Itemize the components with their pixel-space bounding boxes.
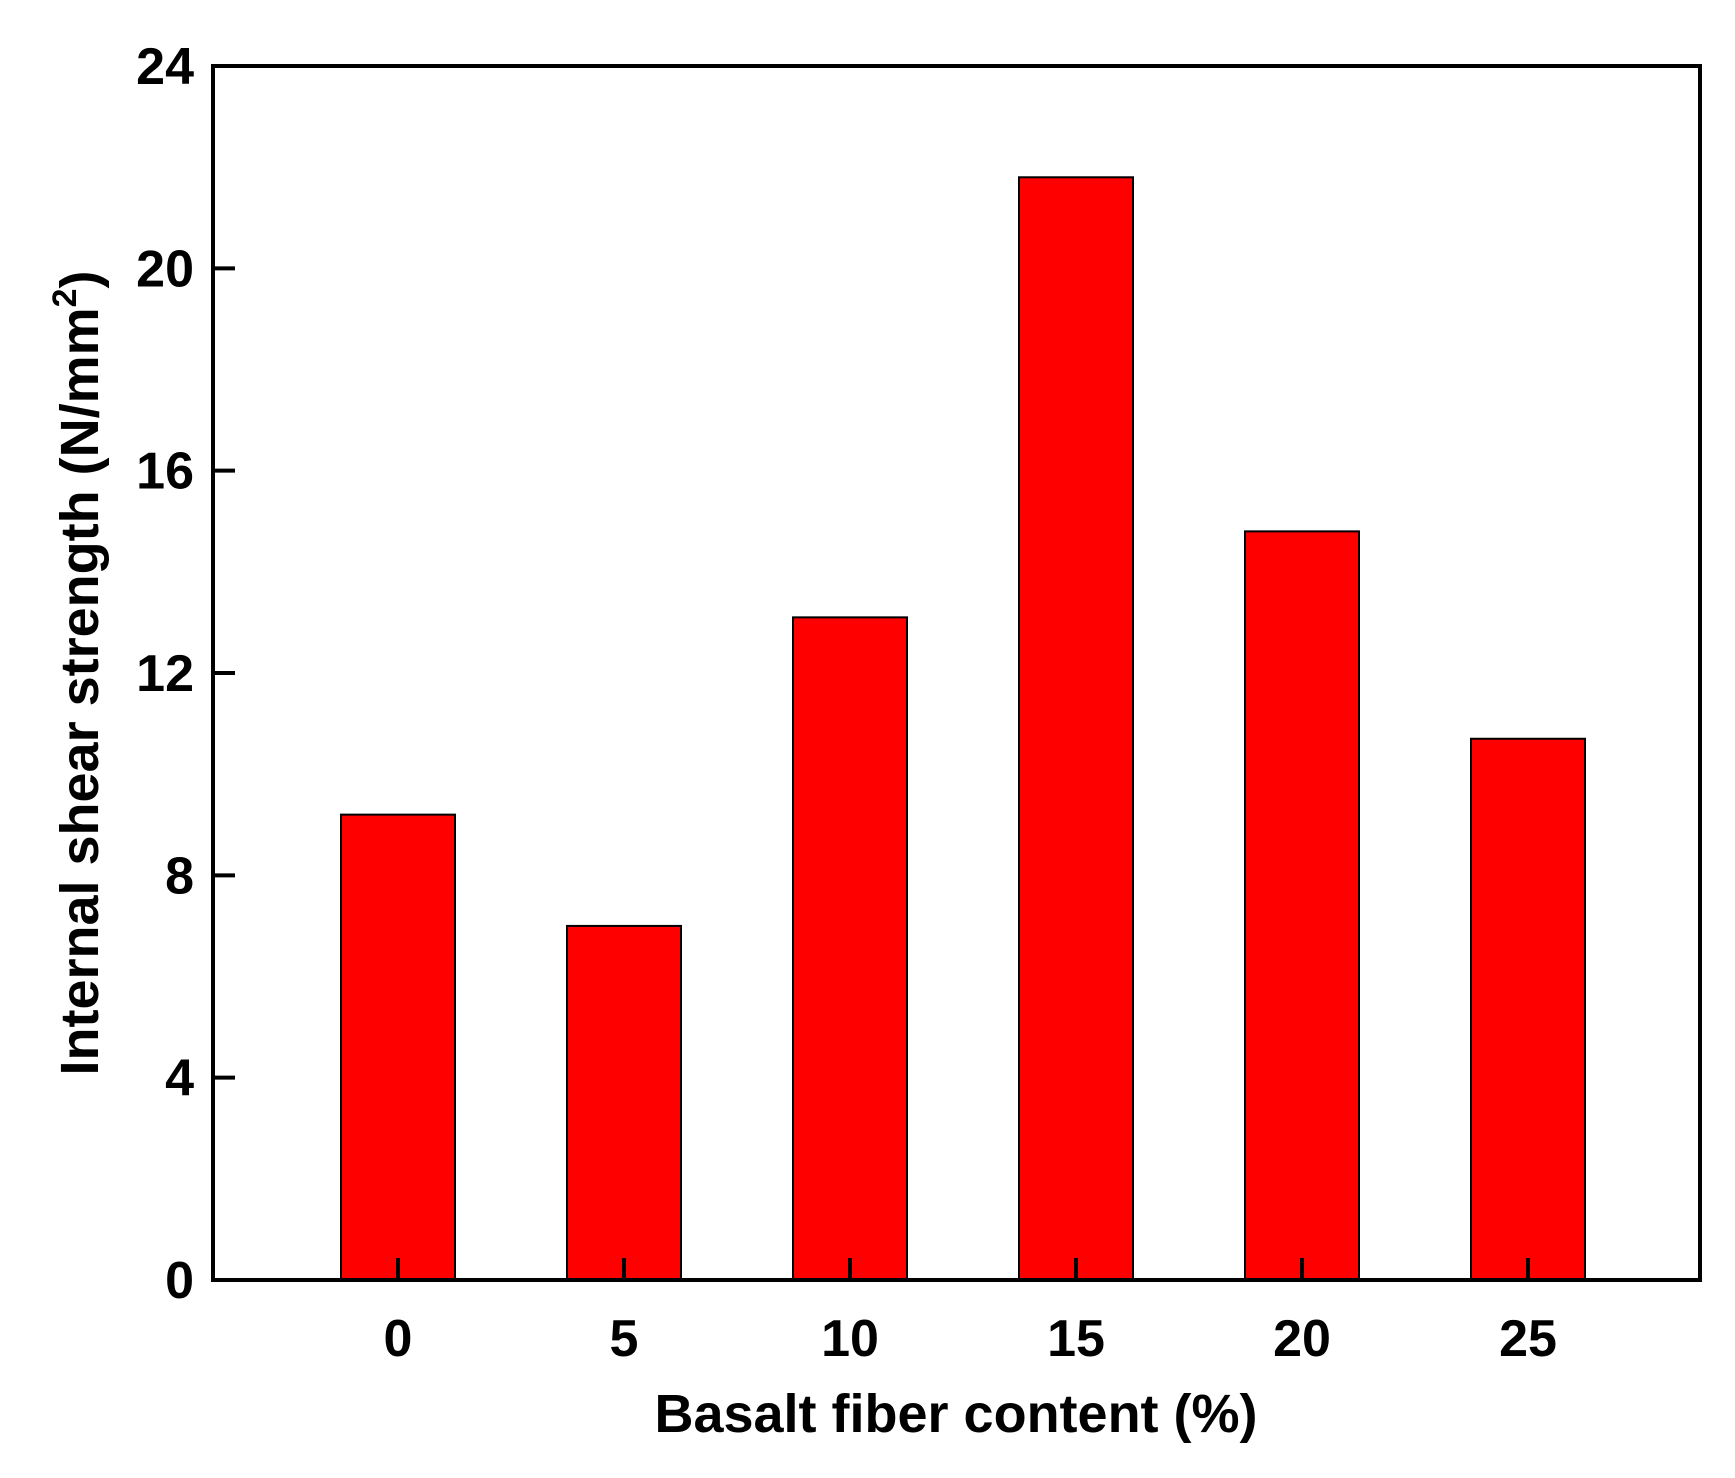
plot-frame bbox=[211, 64, 1702, 1282]
y-axis-title-close: ) bbox=[50, 270, 110, 288]
bar-0 bbox=[340, 813, 456, 1282]
y-axis-title-superscript: 2 bbox=[46, 288, 84, 307]
y-tick-label-24: 24 bbox=[136, 38, 194, 96]
y-axis-title-main: Internal shear strength (N/mm bbox=[50, 307, 110, 1075]
x-tick-label-15: 15 bbox=[1047, 1310, 1105, 1368]
bar-25 bbox=[1470, 737, 1586, 1281]
y-tick-label-8: 8 bbox=[165, 847, 194, 905]
y-tick-label-4: 4 bbox=[165, 1050, 194, 1108]
y-tick-label-20: 20 bbox=[136, 240, 194, 298]
bars-group bbox=[340, 176, 1586, 1282]
bar-15 bbox=[1018, 176, 1134, 1282]
y-tick-label-16: 16 bbox=[136, 443, 194, 501]
x-tick-label-5: 5 bbox=[610, 1310, 639, 1368]
x-tick-label-25: 25 bbox=[1499, 1310, 1557, 1368]
bar-20 bbox=[1244, 530, 1360, 1281]
x-axis-title: Basalt fiber content (%) bbox=[654, 1384, 1257, 1444]
bar-10 bbox=[792, 616, 908, 1281]
x-tick-label-20: 20 bbox=[1273, 1310, 1331, 1368]
x-ticks-group: 0 5 10 15 20 25 bbox=[384, 1258, 1557, 1368]
y-tick-label-0: 0 bbox=[165, 1252, 194, 1310]
y-ticks-group: 0 4 8 12 16 20 24 bbox=[136, 38, 235, 1310]
bar-5 bbox=[566, 924, 682, 1282]
x-tick-label-10: 10 bbox=[821, 1310, 879, 1368]
y-axis-title: Internal shear strength (N/mm2) bbox=[46, 270, 110, 1075]
y-tick-label-12: 12 bbox=[136, 645, 194, 703]
x-tick-label-0: 0 bbox=[384, 1310, 413, 1368]
